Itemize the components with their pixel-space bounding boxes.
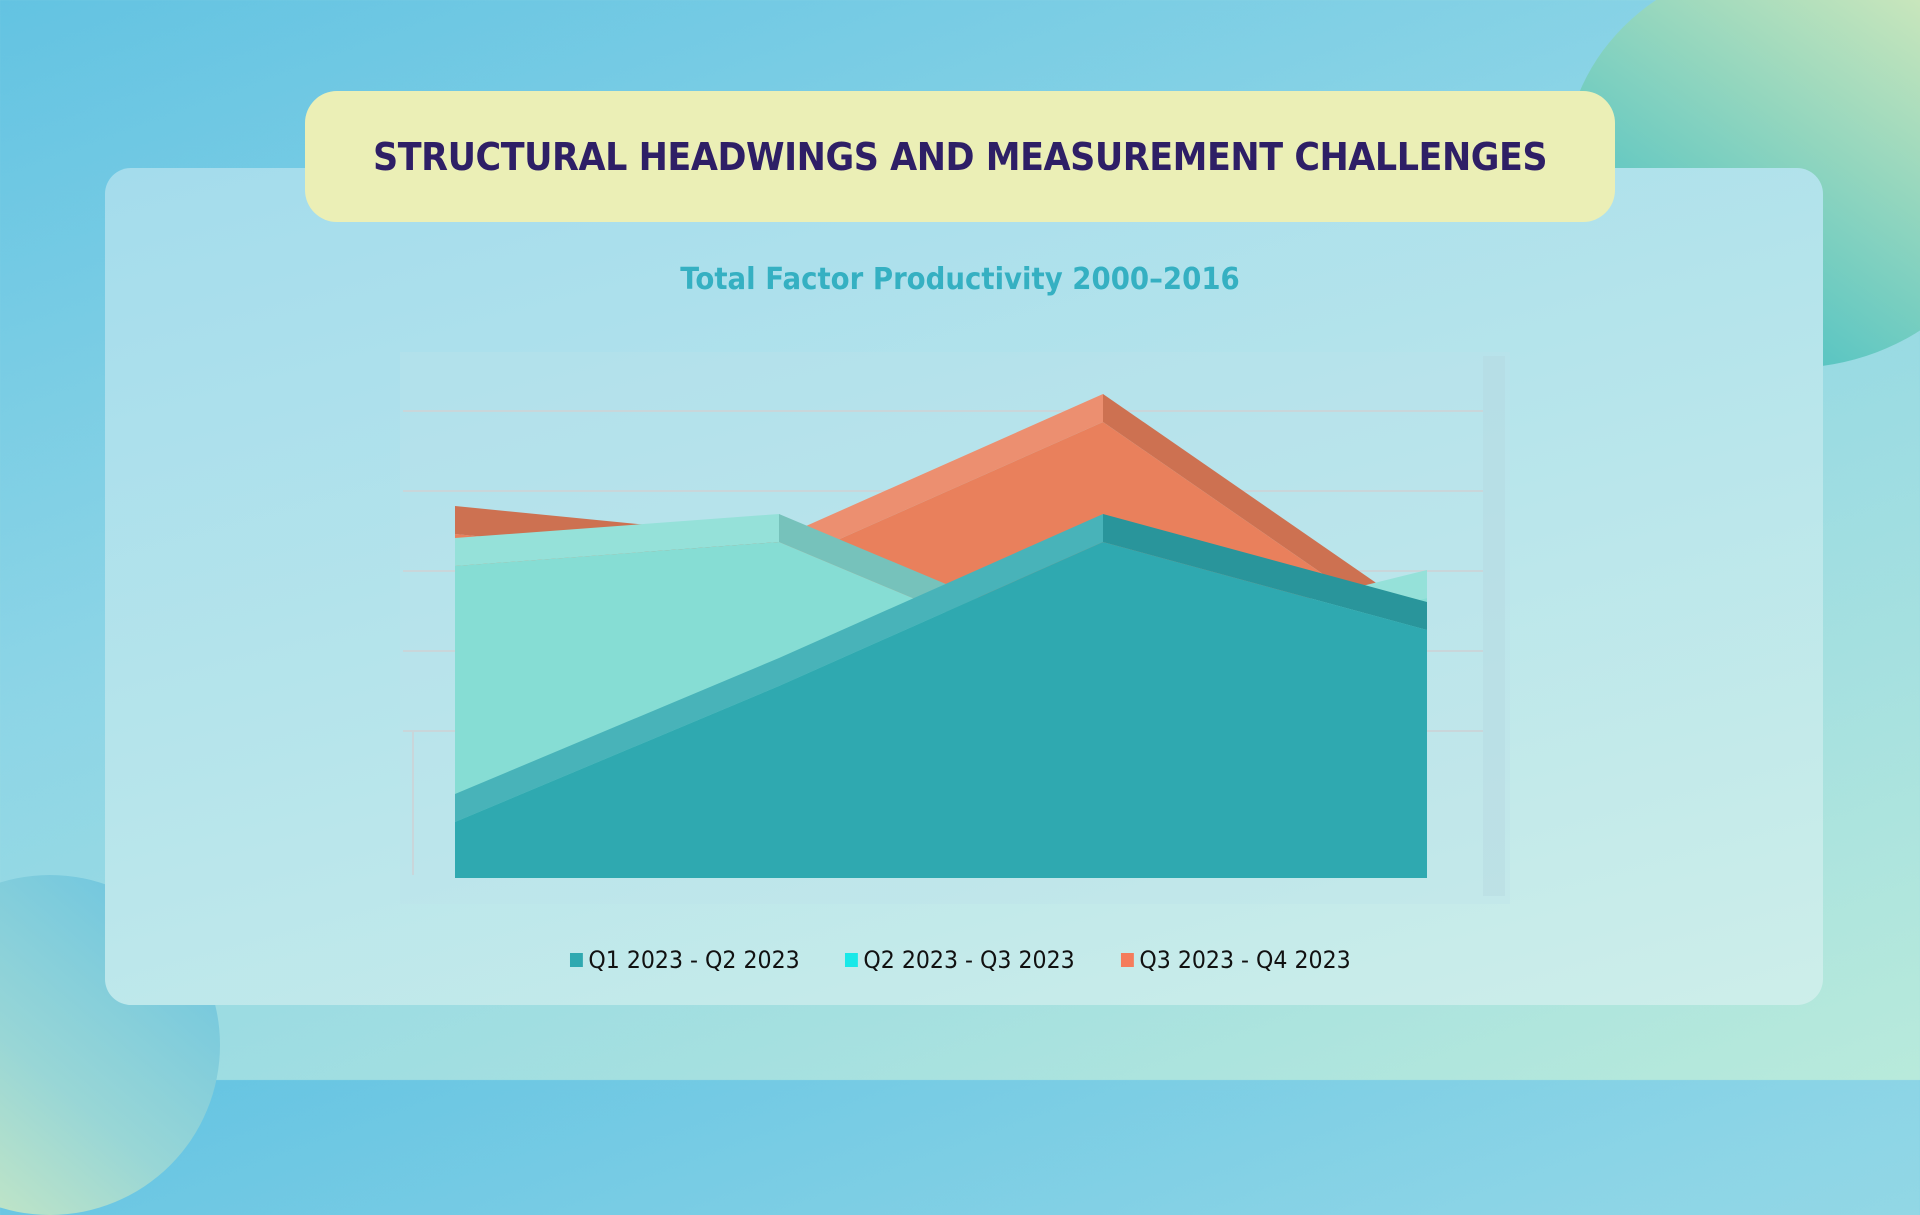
area-chart-3d [403, 356, 1505, 896]
legend-label: Q3 2023 - Q4 2023 [1139, 946, 1351, 974]
legend-item-q1-q2: Q1 2023 - Q2 2023 [569, 946, 800, 974]
chart-legend: Q1 2023 - Q2 2023 Q2 2023 - Q3 2023 Q3 2… [0, 946, 1920, 974]
legend-swatch-icon [1120, 953, 1134, 967]
legend-label: Q2 2023 - Q3 2023 [863, 946, 1075, 974]
title-banner: STRUCTURAL HEADWINGS AND MEASUREMENT CHA… [305, 91, 1615, 222]
legend-label: Q1 2023 - Q2 2023 [587, 946, 800, 974]
area-series-1 [455, 514, 1427, 878]
chart-title: Total Factor Productivity 2000–2016 [680, 262, 1240, 297]
slide-title: STRUCTURAL HEADWINGS AND MEASUREMENT CHA… [372, 134, 1548, 179]
legend-swatch-icon [569, 953, 583, 967]
legend-item-q3-q4: Q3 2023 - Q4 2023 [1120, 946, 1351, 974]
legend-item-q2-q3: Q2 2023 - Q3 2023 [845, 946, 1075, 974]
legend-swatch-icon [845, 953, 859, 967]
